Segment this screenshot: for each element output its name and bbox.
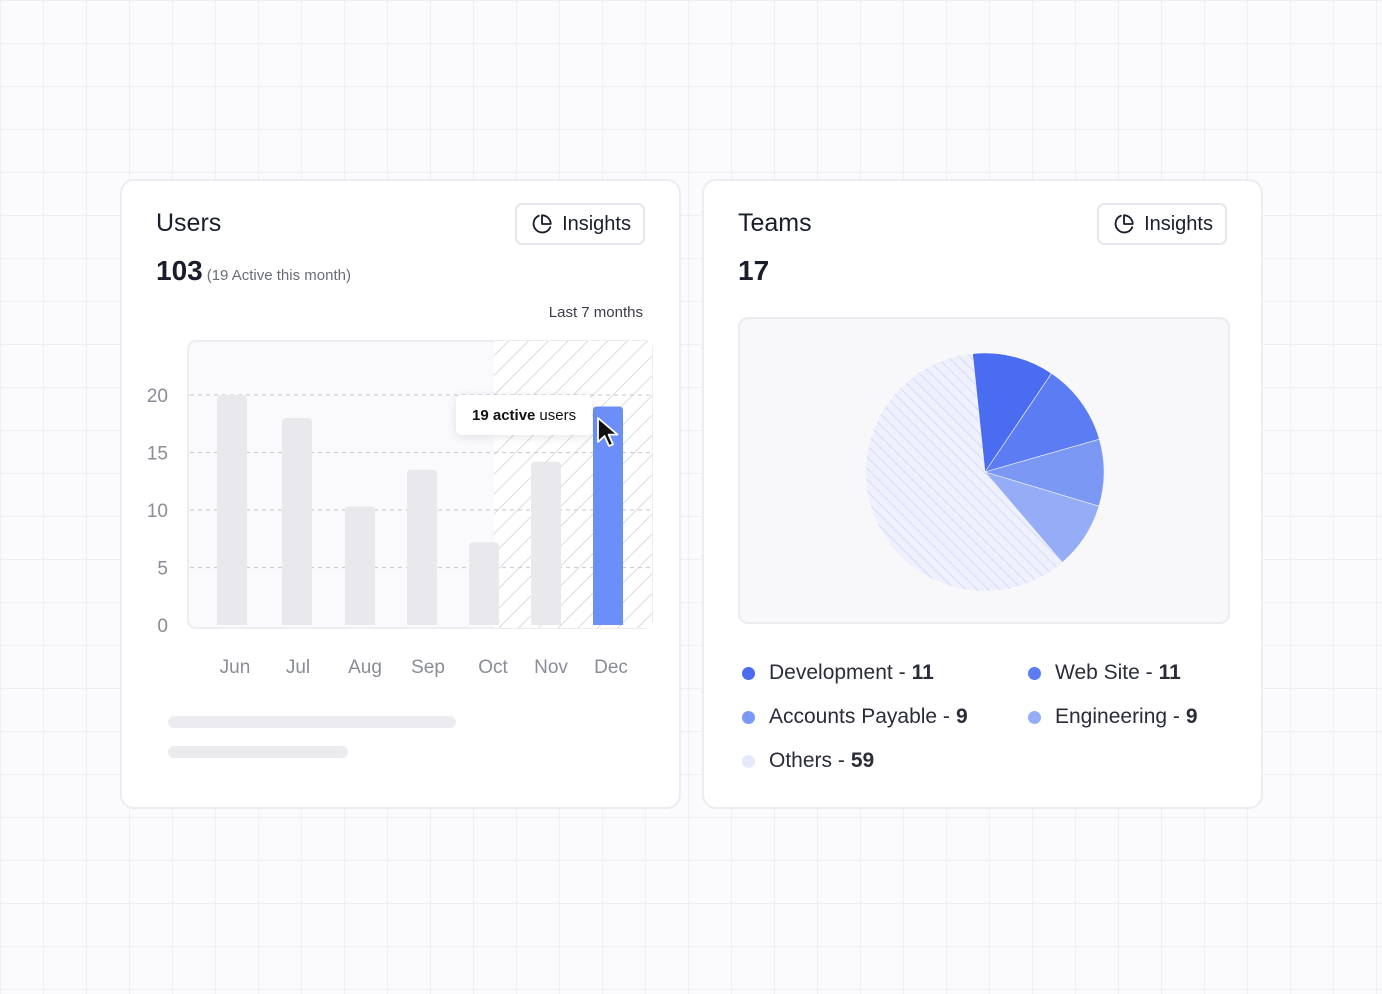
pie-chart-container xyxy=(738,317,1230,624)
users-insights-label: Insights xyxy=(562,212,631,235)
bar-dec xyxy=(593,406,623,625)
tooltip-value: 19 active xyxy=(472,406,536,424)
legend-label: Development - xyxy=(769,661,906,684)
legend-value: 9 xyxy=(1185,705,1198,728)
teams-total: 17 xyxy=(738,255,770,286)
pie-chart-icon xyxy=(531,213,553,235)
x-tick-label: Oct xyxy=(478,657,508,678)
legend-item-web-site: Web Site - 11 xyxy=(1028,661,1181,685)
legend-item-development: Development - 11 xyxy=(742,661,934,685)
y-tick-label: 0 xyxy=(157,616,168,637)
bar-aug xyxy=(345,506,375,625)
users-total: 103 (19 Active this month) xyxy=(156,255,351,287)
teams-insights-button[interactable]: Insights xyxy=(1097,203,1227,245)
pie-chart-icon xyxy=(1113,213,1135,235)
legend-label: Engineering - xyxy=(1055,705,1180,728)
legend-value: 9 xyxy=(955,705,968,728)
users-card: Users Insights 103 (19 Active this month)… xyxy=(120,179,681,809)
legend-dot xyxy=(742,666,755,680)
teams-pie-chart xyxy=(866,352,1105,591)
users-total-value: 103 xyxy=(156,255,203,286)
legend-item-accounts-payable: Accounts Payable - 9 xyxy=(742,705,968,729)
hatched-highlight-area xyxy=(494,341,652,628)
bar-tooltip: 19 active users xyxy=(456,395,593,435)
skeleton-line xyxy=(168,716,456,728)
bar-nov xyxy=(531,461,561,625)
x-tick-label: Nov xyxy=(534,657,568,678)
x-tick-label: Jul xyxy=(286,657,310,678)
users-bar-chart: 0 5 10 15 20 Jun Jul Aug Sep Oct Nov Dec xyxy=(147,340,653,678)
legend-label: Web Site - xyxy=(1055,661,1153,684)
pie-slice-engineering xyxy=(984,471,1100,563)
y-tick-label: 5 xyxy=(157,559,168,580)
users-active-note: (19 Active this month) xyxy=(206,267,351,284)
legend-label: Others - xyxy=(769,749,845,772)
teams-insights-label: Insights xyxy=(1144,212,1213,235)
y-tick-label: 10 xyxy=(147,501,168,522)
bar-jun xyxy=(217,395,247,625)
legend-label: Accounts Payable - xyxy=(769,705,950,728)
legend-dot xyxy=(742,710,755,724)
y-tick-label: 20 xyxy=(147,386,168,407)
legend-dot xyxy=(1028,666,1041,680)
x-tick-label: Dec xyxy=(594,657,628,678)
users-insights-button[interactable]: Insights xyxy=(515,203,645,245)
y-tick-label: 15 xyxy=(147,444,168,465)
legend-dot xyxy=(742,754,755,768)
mouse-cursor-icon xyxy=(596,416,626,455)
x-tick-label: Aug xyxy=(348,657,382,678)
bar-jul xyxy=(282,418,312,625)
legend-value: 11 xyxy=(1158,661,1181,684)
legend-dot xyxy=(1028,710,1041,724)
pie-slice-development xyxy=(972,352,1052,473)
x-tick-label: Jun xyxy=(220,657,251,678)
range-label: Last 7 months xyxy=(548,304,643,321)
bar-oct xyxy=(469,542,499,625)
bar-sep xyxy=(407,469,437,625)
users-title: Users xyxy=(156,209,222,237)
legend-item-engineering: Engineering - 9 xyxy=(1028,705,1198,729)
legend-value: 11 xyxy=(911,661,934,684)
pie-slice-others xyxy=(866,353,1063,591)
teams-card: Teams Insights 17 Development - 11 Web S xyxy=(702,179,1263,809)
skeleton-line xyxy=(168,746,348,758)
teams-title: Teams xyxy=(738,209,812,237)
legend-value: 59 xyxy=(850,749,875,772)
x-tick-label: Sep xyxy=(411,657,445,678)
tooltip-suffix: users xyxy=(539,406,577,424)
legend-item-others: Others - 59 xyxy=(742,749,874,773)
